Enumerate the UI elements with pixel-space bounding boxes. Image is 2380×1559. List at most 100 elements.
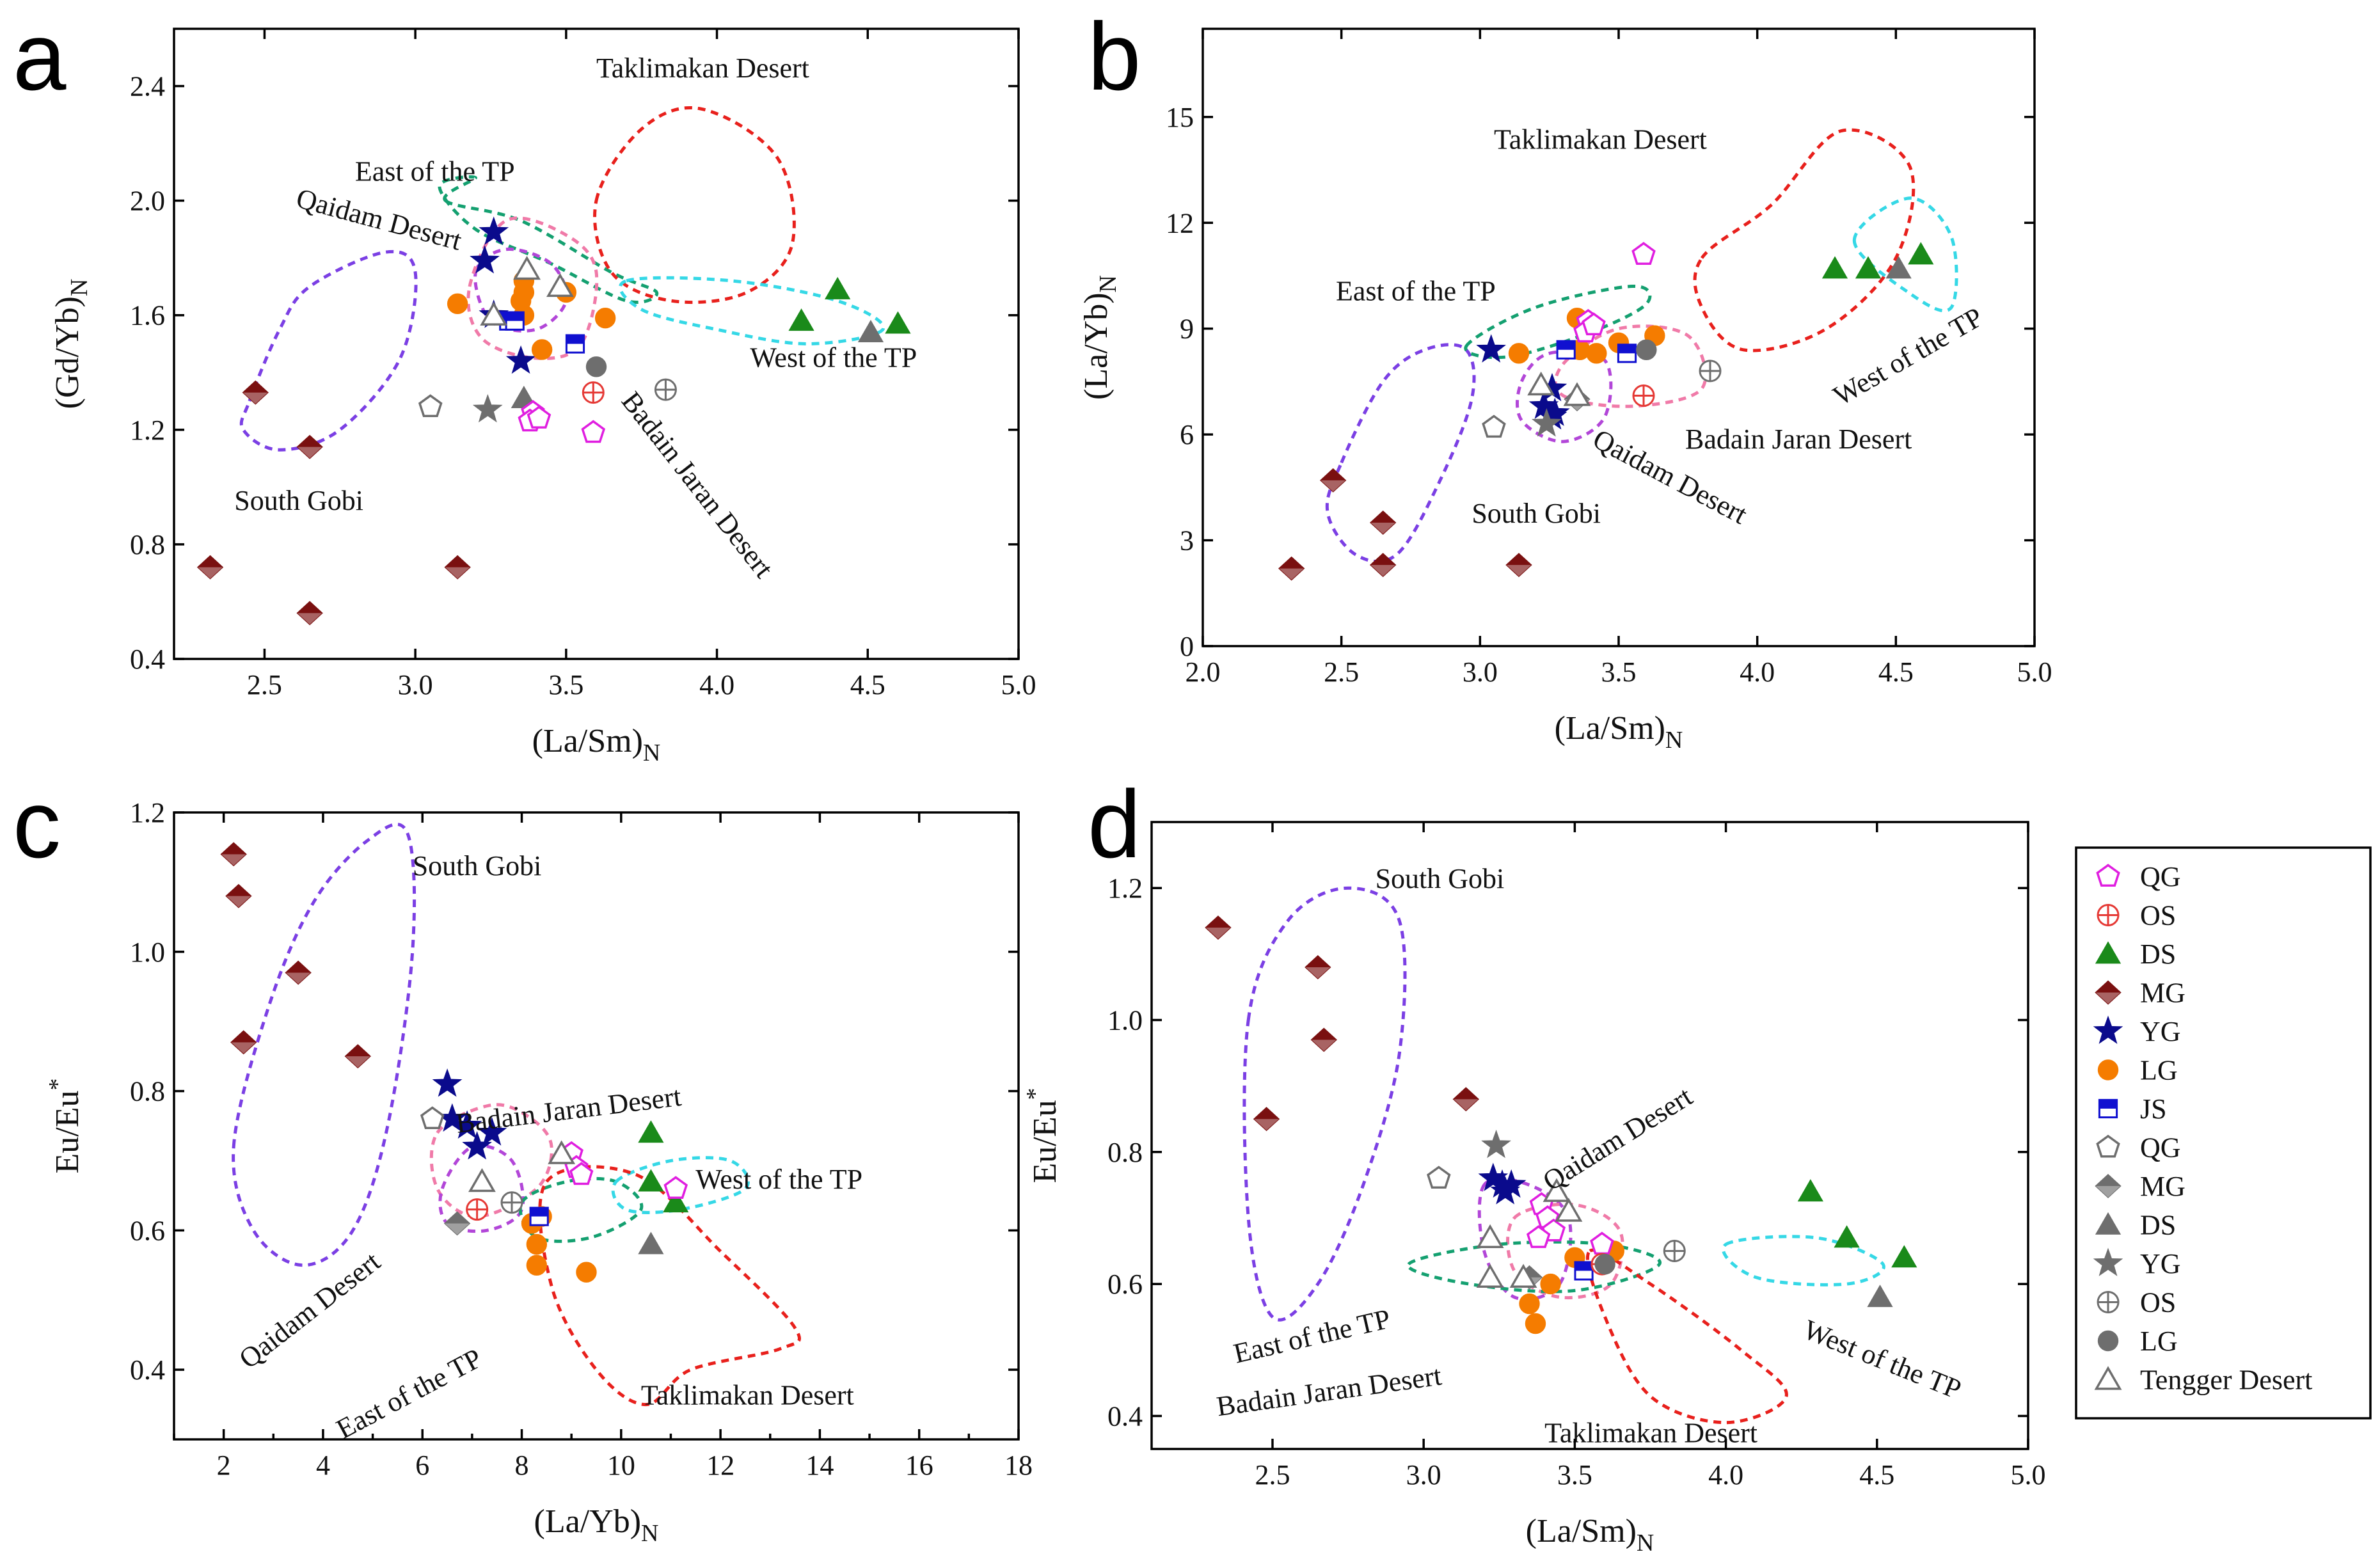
label-west-of-the-tp: West of the TP [750,342,917,373]
y-tick-label: 1.0 [1107,1004,1143,1036]
label-qaidam-desert: Qaidam Desert [1537,1080,1698,1197]
point-lg [1540,1273,1561,1295]
point-mg [1452,1087,1479,1112]
x-axis: 2.5 3.0 3.5 4.0 4.5 5.0 [247,29,1036,700]
point-yg [1476,334,1507,363]
x-tick-label: 3.5 [1601,656,1637,688]
x-tick-label: 2.0 [1186,656,1221,688]
region-west-of-the-tp [1852,196,1958,313]
legend-label: OS [2140,1287,2176,1318]
point-lg [576,1262,597,1283]
x-tick-label: 2.5 [247,669,282,700]
y-tick-label: 0.6 [130,1215,165,1246]
point-mg [285,960,312,985]
region-taklimakan-desert [1693,128,1916,352]
x-tick-label: 4.5 [1859,1459,1894,1491]
region-west-of-the-tp [618,276,885,346]
x-tick-label: 2.5 [1255,1459,1290,1491]
label-south-gobi: South Gobi [234,485,363,516]
data-points [196,216,911,626]
point-os [466,1198,489,1221]
point-mg [296,434,323,459]
region-east-of-the-tp [518,1176,644,1243]
point-ds [1855,256,1882,279]
x-tick-label: 3.0 [398,669,433,700]
point-lg-grey- [1594,1253,1615,1275]
point-qg [527,406,551,429]
y-tick-label: 1.2 [130,415,165,446]
point-lg-grey- [585,356,607,377]
y-tick-label: 0.8 [130,529,165,560]
point-yg [1496,1169,1527,1198]
point-yg [479,216,509,245]
label-taklimakan-desert: Taklimakan Desert [1494,123,1707,155]
y-tick-label: 9 [1180,313,1194,345]
panel-letter-b: b [1088,3,1141,110]
point-qg [1631,242,1656,265]
y-axis: 0.4 0.6 0.8 1.0 1.2 [130,797,1019,1386]
region-east-of-the-tp [1406,1240,1662,1294]
x-axis-title: (La/Sm)N [1526,1513,1654,1556]
region-badain-jaran-desert [466,216,599,360]
legend-label: MG [2140,977,2186,1009]
region-badain-jaran-desert [429,1103,553,1219]
region-west-of-the-tp [611,1156,750,1214]
region-east-of-the-tp [438,175,659,304]
legend-marker-ds [2095,941,2122,964]
legend-marker-ds [2095,1212,2122,1235]
x-tick-label: 4 [316,1450,330,1481]
label-west-of-the-tp: West of the TP [1828,301,1988,412]
point-os-grey- [654,378,677,401]
point-qg-grey- [418,394,443,417]
label-taklimakan-desert: Taklimakan Desert [596,52,809,84]
point-tengger-desert [1476,1263,1504,1288]
point-mg [1505,553,1532,578]
plot-frame [173,28,1020,660]
region-south-gobi [232,823,416,1267]
panel-letter-c: c [13,770,61,878]
point-qg [663,1176,688,1199]
point-qg [1526,1225,1551,1248]
legend-label: MG [2140,1171,2186,1202]
point-qg [581,420,606,443]
point-js [1617,344,1637,363]
x-tick-label: 2.5 [1324,656,1359,688]
point-yg-grey- [1481,1129,1511,1159]
legend-label: QG [2140,861,2181,892]
y-tick-label: 1.2 [130,797,165,828]
x-tick-label: 3.0 [1406,1459,1441,1491]
y-tick-label: 0.4 [130,1354,165,1386]
x-axis: 2 4 6 8 10 12 14 16 18 [173,812,1033,1481]
point-yg [470,245,500,274]
x-axis-title: (La/Sm)N [532,723,661,766]
region-west-of-the-tp [1721,1235,1885,1286]
point-mg [225,883,252,908]
label-east-of-the-tp: East of the TP [331,1342,487,1445]
legend-marker-os [2097,1291,2120,1313]
data-points [220,842,689,1283]
point-qg-grey- [420,1106,445,1130]
point-js [565,334,585,354]
x-axis-title: (La/Yb)N [534,1503,659,1547]
x-tick-label: 5.0 [2017,656,2052,688]
region-south-gobi [1242,886,1407,1322]
x-tick-label: 4.0 [1740,656,1775,688]
label-badain-jaran-desert: Badain Jaran Desert [1215,1359,1444,1422]
data-points [1205,915,1917,1334]
point-yg-grey- [472,393,503,423]
panel-letter-a: a [13,3,67,110]
x-tick-label: 5.0 [1001,669,1036,700]
y-tick-label: 15 [1166,102,1194,133]
point-qg [1590,1231,1614,1255]
point-lg [594,308,616,329]
point-mg [1369,553,1397,578]
legend-label: DS [2140,1210,2176,1241]
legend-marker-os [2097,904,2120,926]
legend-marker-tengger-desert [2094,1366,2122,1390]
point-lg [531,339,553,360]
y-axis: 0.4 0.6 0.8 1.0 1.2 [1107,873,2028,1432]
point-tengger-desert [1509,1263,1537,1288]
point-os-grey- [1663,1240,1686,1263]
